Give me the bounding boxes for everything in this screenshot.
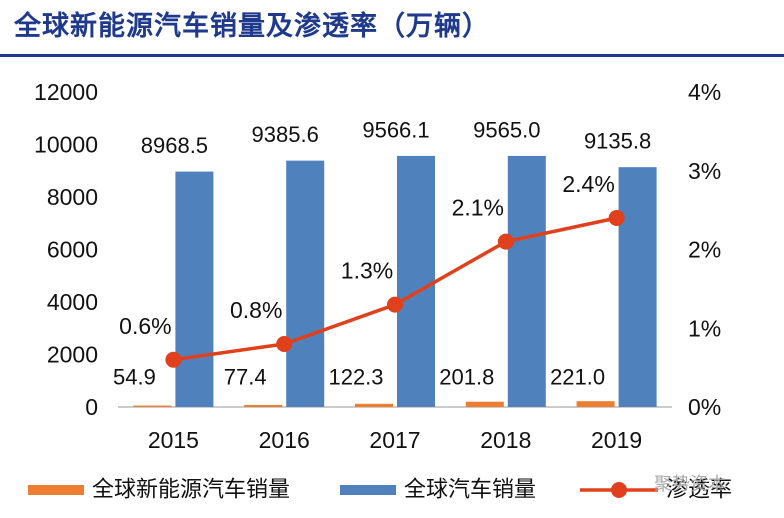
y-right-tick-label: 1% bbox=[688, 315, 721, 341]
legend-rate-label: 渗透率 bbox=[666, 478, 732, 503]
nev-sales-data-label: 77.4 bbox=[224, 365, 267, 390]
total-sales-data-label: 9566.1 bbox=[362, 117, 429, 142]
y-right-tick-label: 2% bbox=[688, 237, 721, 263]
chart-title: 全球新能源汽车销量及渗透率（万辆） bbox=[14, 11, 490, 42]
legend-rate-marker bbox=[611, 482, 627, 498]
penetration-rate-data-label: 0.8% bbox=[230, 297, 282, 323]
x-tick-label: 2015 bbox=[148, 427, 199, 453]
penetration-rate-point bbox=[276, 336, 293, 352]
watermark-text: 聚势资本 bbox=[654, 474, 726, 495]
y-left-tick-label: 10000 bbox=[34, 132, 98, 158]
total-sales-data-label: 9565.0 bbox=[473, 117, 540, 142]
nev-sales-bar bbox=[355, 403, 393, 407]
x-tick-label: 2019 bbox=[591, 427, 642, 453]
nev-sales-bar bbox=[244, 404, 283, 407]
penetration-rate-data-label: 2.1% bbox=[452, 195, 504, 221]
nev-sales-bar bbox=[465, 401, 504, 407]
nev-sales-bar bbox=[133, 405, 172, 407]
y-left-tick-label: 0 bbox=[85, 394, 98, 420]
total-sales-bar bbox=[286, 160, 325, 407]
x-tick-label: 2018 bbox=[480, 427, 531, 453]
nev-sales-data-label: 221.0 bbox=[550, 365, 605, 390]
penetration-rate-data-label: 2.4% bbox=[562, 171, 614, 197]
penetration-rate-point bbox=[497, 233, 514, 250]
total-sales-bar bbox=[397, 155, 435, 407]
x-tick-label: 2016 bbox=[259, 427, 310, 453]
total-sales-data-label: 8968.5 bbox=[141, 133, 208, 158]
y-right-tick-label: 0% bbox=[688, 394, 721, 420]
y-left-tick-label: 2000 bbox=[47, 342, 98, 368]
total-sales-bar bbox=[507, 155, 546, 407]
nev-sales-bar bbox=[576, 401, 615, 407]
legend-total-label: 全球汽车销量 bbox=[404, 478, 536, 503]
x-tick-label: 2017 bbox=[369, 427, 420, 453]
legend-nev-swatch bbox=[28, 485, 84, 495]
penetration-rate-data-label: 0.6% bbox=[119, 313, 171, 339]
y-left-tick-label: 12000 bbox=[34, 79, 98, 105]
penetration-rate-line bbox=[173, 216, 617, 362]
y-right-tick-label: 4% bbox=[688, 79, 721, 105]
y-left-tick-label: 8000 bbox=[47, 184, 98, 210]
nev-sales-data-label: 54.9 bbox=[113, 365, 156, 390]
total-sales-bar bbox=[618, 167, 657, 407]
penetration-rate-point bbox=[608, 210, 625, 226]
y-left-tick-label: 6000 bbox=[47, 237, 98, 263]
total-sales-bar bbox=[175, 171, 214, 407]
penetration-rate-point bbox=[387, 296, 403, 313]
penetration-rate-point bbox=[165, 351, 182, 368]
total-sales-data-label: 9385.6 bbox=[252, 122, 319, 147]
nev-sales-data-label: 122.3 bbox=[328, 365, 383, 390]
y-right-tick-label: 3% bbox=[688, 158, 721, 184]
penetration-rate-data-label: 1.3% bbox=[341, 258, 393, 284]
nev-sales-data-label: 201.8 bbox=[439, 365, 494, 390]
legend-nev-label: 全球新能源汽车销量 bbox=[92, 478, 290, 503]
title-underline bbox=[0, 54, 784, 57]
legend-total-swatch bbox=[340, 485, 396, 495]
y-left-tick-label: 4000 bbox=[47, 289, 98, 315]
total-sales-data-label: 9135.8 bbox=[584, 129, 651, 154]
